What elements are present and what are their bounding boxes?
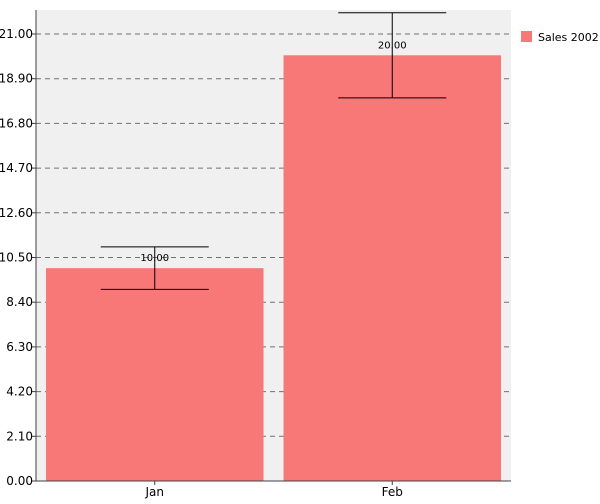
y-tick-label: 2.10 xyxy=(6,429,33,443)
bars xyxy=(46,55,501,482)
legend: Sales 2002 xyxy=(521,31,599,44)
data-label: 10.00 xyxy=(140,253,169,264)
y-tick-label: 18.90 xyxy=(0,72,33,86)
y-tick-label: 16.80 xyxy=(0,116,33,130)
y-tick-label: 14.70 xyxy=(0,161,33,175)
y-tick-label: 12.60 xyxy=(0,206,33,220)
y-tick-label: 21.00 xyxy=(0,27,33,41)
data-labels: 10.00 20.00 xyxy=(140,40,406,264)
error-bars xyxy=(100,12,447,290)
bar-jan xyxy=(46,268,264,481)
y-tick-label: 4.20 xyxy=(6,385,33,399)
y-tick-label: 8.40 xyxy=(6,295,33,309)
y-tick-label: 10.50 xyxy=(0,251,33,265)
data-label: 20.00 xyxy=(378,40,407,51)
y-tick-label: 0.00 xyxy=(6,474,33,488)
grid-lines xyxy=(36,33,511,437)
x-tick-label: Jan xyxy=(145,485,165,499)
legend-label: Sales 2002 xyxy=(538,31,599,44)
x-tick-label: Feb xyxy=(382,485,403,499)
bar-feb xyxy=(283,55,501,482)
legend-swatch xyxy=(521,31,532,42)
axes: 0.00 2.10 4.20 6.30 8.40 10.50 12.60 14.70 16.80… xyxy=(0,10,511,499)
y-tick-label: 6.30 xyxy=(6,340,33,354)
